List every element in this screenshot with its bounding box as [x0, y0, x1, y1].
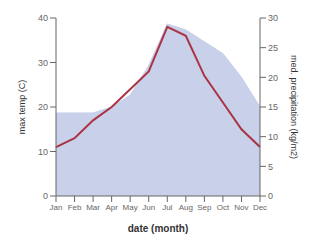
svg-text:Aug: Aug [179, 203, 193, 212]
svg-text:May: May [123, 203, 138, 212]
svg-text:date (month): date (month) [128, 223, 189, 234]
svg-text:30: 30 [268, 13, 278, 23]
svg-text:Jul: Jul [162, 203, 172, 212]
svg-text:40: 40 [38, 13, 48, 23]
svg-text:Feb: Feb [68, 203, 82, 212]
svg-text:Jun: Jun [142, 203, 155, 212]
svg-text:15: 15 [268, 102, 278, 112]
svg-text:10: 10 [268, 132, 278, 142]
svg-text:Jan: Jan [50, 203, 63, 212]
svg-text:Nov: Nov [234, 203, 248, 212]
svg-text:med. precipitation (kg/m2): med. precipitation (kg/m2) [289, 55, 299, 159]
svg-text:Oct: Oct [217, 203, 230, 212]
svg-text:max temp (C): max temp (C) [17, 80, 27, 135]
svg-text:0: 0 [268, 191, 273, 201]
svg-text:25: 25 [268, 43, 278, 53]
svg-text:20: 20 [38, 102, 48, 112]
svg-text:Sep: Sep [197, 203, 212, 212]
svg-text:Dec: Dec [253, 203, 267, 212]
svg-text:Apr: Apr [105, 203, 118, 212]
svg-text:Mar: Mar [86, 203, 100, 212]
svg-text:30: 30 [38, 58, 48, 68]
svg-text:0: 0 [43, 191, 48, 201]
svg-text:5: 5 [268, 162, 273, 172]
svg-text:20: 20 [268, 73, 278, 83]
svg-text:10: 10 [38, 147, 48, 157]
